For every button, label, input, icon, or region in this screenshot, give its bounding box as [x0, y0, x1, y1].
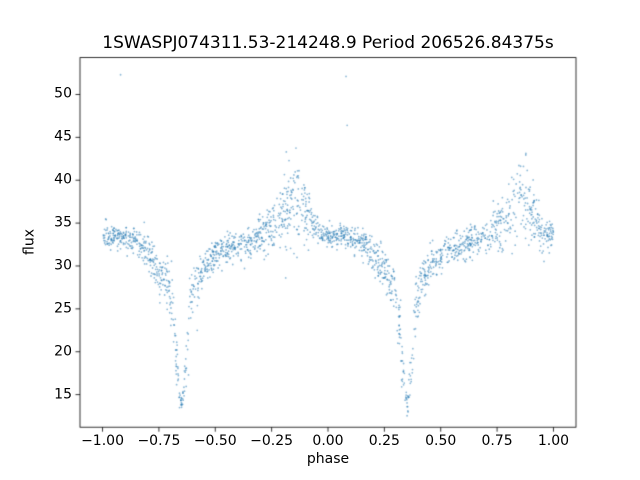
- y-tick-label: 30: [54, 257, 72, 274]
- y-tick-label: 15: [54, 386, 72, 403]
- x-tick-label: 0.25: [368, 433, 400, 450]
- y-tick-label: 20: [54, 343, 72, 360]
- x-tick-label: −0.25: [250, 433, 294, 450]
- x-axis-label: phase: [306, 451, 350, 467]
- x-tick-label: −0.50: [193, 433, 237, 450]
- y-axis-label: flux: [21, 229, 38, 255]
- y-tick-label: 25: [54, 300, 72, 317]
- x-tick-label: 0.00: [312, 433, 344, 450]
- y-tick-label: 50: [54, 85, 72, 102]
- x-tick-label: −1.00: [81, 433, 124, 450]
- x-tick-label: 1.00: [537, 433, 570, 450]
- chart-title: 1SWASPJ074311.53-214248.9 Period 206526.…: [102, 33, 554, 53]
- y-tick-label: 45: [54, 128, 72, 145]
- y-tick-label: 35: [54, 214, 72, 231]
- y-tick-label: 40: [54, 171, 72, 188]
- x-tick-label: −0.75: [137, 433, 181, 450]
- x-tick-label: 0.75: [481, 433, 513, 450]
- x-tick-label: 0.50: [425, 433, 457, 450]
